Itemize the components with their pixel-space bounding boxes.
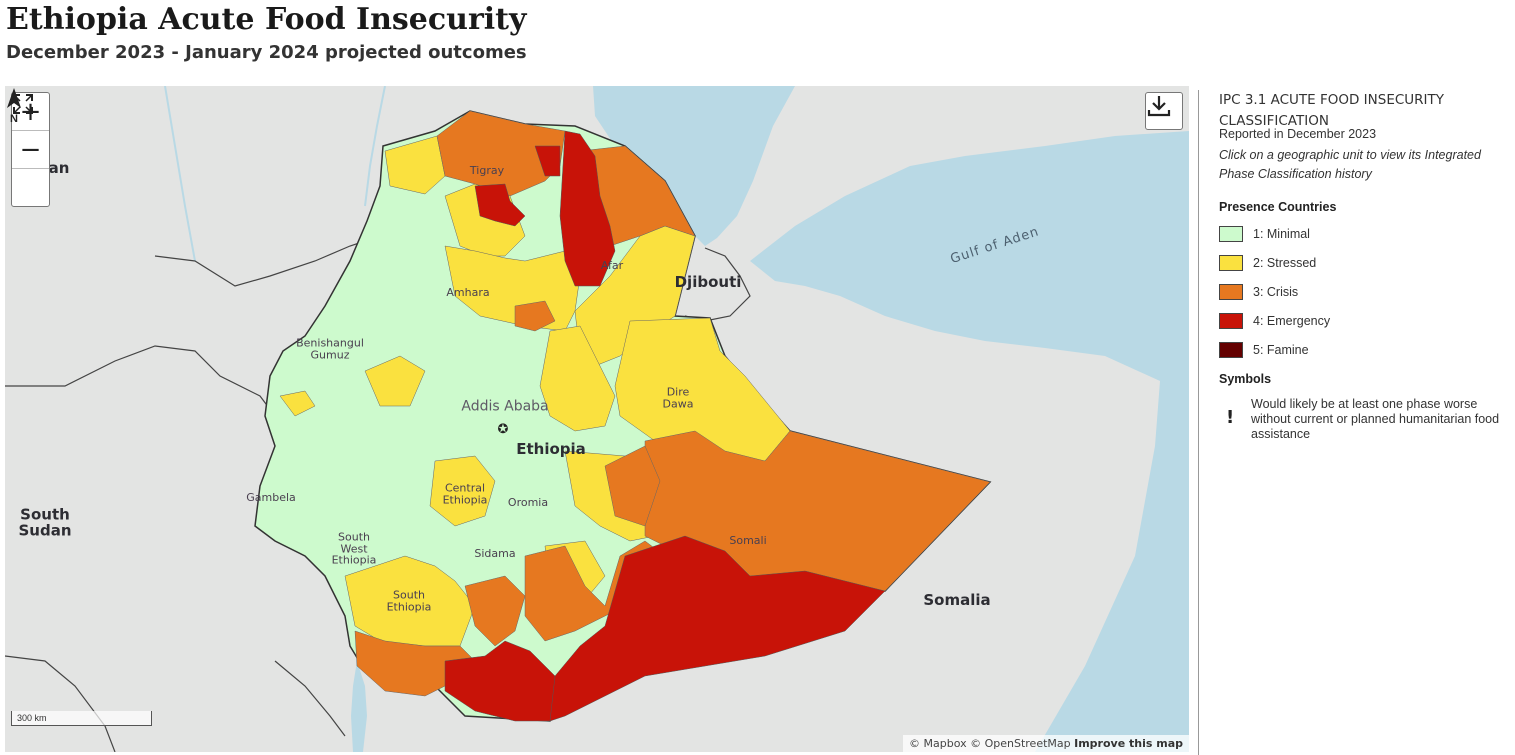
- exclamation-symbol-icon: !: [1226, 407, 1235, 428]
- swatch-stressed: [1219, 255, 1243, 271]
- osm-attribution-link[interactable]: © OpenStreetMap: [970, 737, 1071, 750]
- turkana-lake: [351, 661, 367, 752]
- legend-item-crisis[interactable]: 3: Crisis: [1219, 283, 1298, 301]
- map-svg[interactable]: [5, 86, 1189, 752]
- symbol-description: Would likely be at least one phase worse…: [1251, 397, 1500, 441]
- map-attribution: © Mapbox © OpenStreetMap Improve this ma…: [903, 735, 1189, 752]
- emergency-zones[interactable]: [444, 130, 886, 722]
- swatch-emergency: [1219, 313, 1243, 329]
- fullscreen-button[interactable]: [12, 94, 49, 206]
- legend-label-emergency: 4: Emergency: [1253, 314, 1331, 328]
- gulf-of-aden-water: [750, 131, 1189, 752]
- swatch-crisis: [1219, 284, 1243, 300]
- scale-bar: 300 km: [11, 711, 152, 726]
- swatch-minimal: [1219, 226, 1243, 242]
- legend-item-stressed[interactable]: 2: Stressed: [1219, 254, 1316, 272]
- legend-title: IPC 3.1 ACUTE FOOD INSECURITY CLASSIFICA…: [1219, 92, 1445, 129]
- north-arrow-icon: N: [7, 88, 21, 125]
- mapbox-attribution-link[interactable]: © Mapbox: [909, 737, 967, 750]
- legend-item-minimal[interactable]: 1: Minimal: [1219, 225, 1310, 243]
- lake-nasser-stream: [364, 86, 386, 207]
- legend-item-famine[interactable]: 5: Famine: [1219, 341, 1309, 359]
- map-zoom-controls: + −: [11, 92, 50, 207]
- page-title: Ethiopia Acute Food Insecurity: [6, 2, 527, 37]
- legend-item-emergency[interactable]: 4: Emergency: [1219, 312, 1330, 330]
- legend-symbols-heading: Symbols: [1219, 372, 1272, 386]
- legend-label-crisis: 3: Crisis: [1253, 285, 1299, 299]
- swatch-famine: [1219, 342, 1243, 358]
- legend-label-stressed: 2: Stressed: [1253, 256, 1317, 270]
- country-borders: [5, 235, 751, 752]
- red-sea-water: [593, 86, 795, 246]
- map-canvas[interactable]: Tigray Afar Amhara Benishangul Gumuz Add…: [5, 86, 1189, 752]
- download-icon: [1147, 96, 1171, 117]
- north-label: N: [10, 113, 18, 125]
- download-button[interactable]: [1145, 92, 1183, 130]
- legend-panel: IPC 3.1 ACUTE FOOD INSECURITY CLASSIFICA…: [1198, 90, 1515, 755]
- legend-reported-date: Reported in December 2023: [1219, 127, 1377, 141]
- nile-stream: [164, 86, 196, 262]
- improve-map-link[interactable]: Improve this map: [1074, 737, 1183, 750]
- legend-label-minimal: 1: Minimal: [1253, 227, 1310, 241]
- legend-label-famine: 5: Famine: [1253, 343, 1309, 357]
- page-subtitle: December 2023 - January 2024 projected o…: [6, 42, 527, 63]
- legend-hint: Click on a geographic unit to view its I…: [1219, 148, 1481, 181]
- legend-presence-heading: Presence Countries: [1219, 200, 1337, 214]
- zoom-out-button[interactable]: −: [12, 131, 49, 169]
